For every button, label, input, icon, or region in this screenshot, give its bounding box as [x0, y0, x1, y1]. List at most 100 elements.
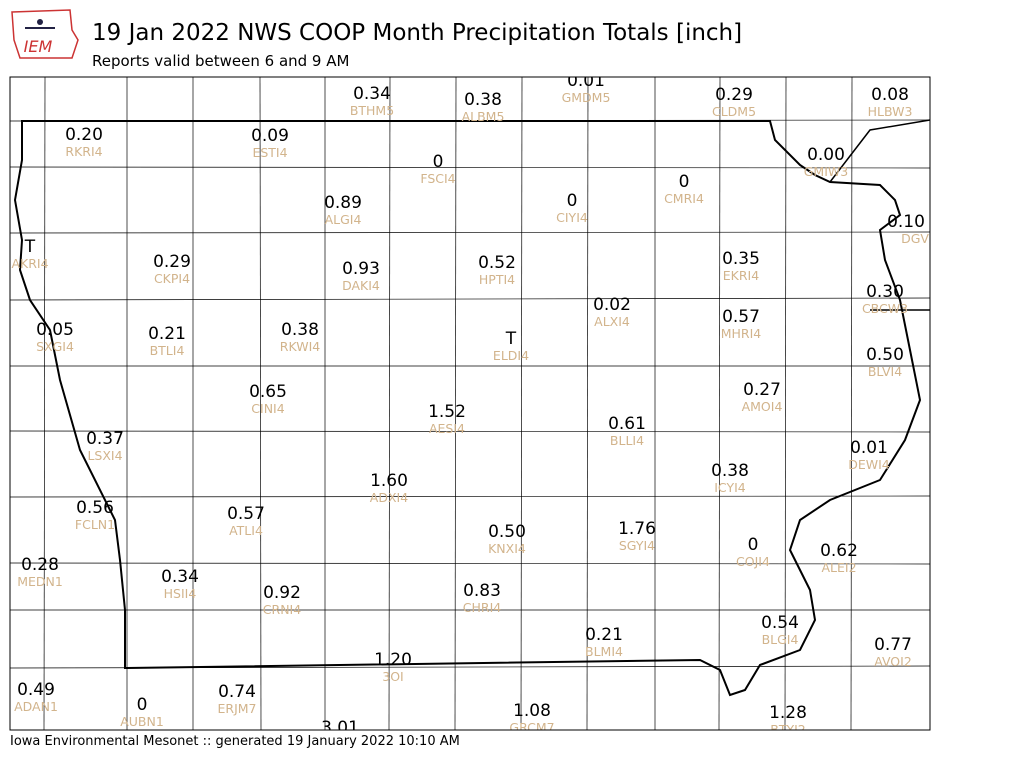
station-value: 0.74 — [218, 682, 256, 702]
station-value: 0.34 — [161, 567, 199, 587]
station-value: 0.57 — [722, 307, 760, 327]
station-value: 0.29 — [153, 252, 191, 272]
station-value: 0.56 — [76, 498, 114, 518]
station-value: 0.34 — [353, 84, 391, 104]
station-id: MHRI4 — [721, 326, 762, 341]
station-id: EKRI4 — [723, 268, 759, 283]
station-id: BLLI4 — [610, 433, 644, 448]
station-id: BLGI4 — [762, 632, 799, 647]
county-line — [718, 77, 721, 730]
station-id: BLMI4 — [585, 644, 623, 659]
station-value: 0.37 — [86, 429, 124, 449]
county-line — [388, 77, 391, 730]
station-value: 1.76 — [618, 519, 656, 539]
station-id: CHRI4 — [463, 600, 501, 615]
station-id: ALGI4 — [325, 212, 362, 227]
county-line — [10, 297, 930, 301]
station-id: LSXI4 — [87, 448, 122, 463]
county-line — [10, 430, 930, 433]
station-value: T — [24, 237, 36, 257]
station-value: 0 — [679, 172, 690, 192]
station-value: 0.27 — [743, 380, 781, 400]
county-line — [259, 77, 262, 730]
station-value: 1.20 — [374, 650, 412, 670]
station-value: 0.65 — [249, 382, 287, 402]
station-id: ATLI4 — [229, 523, 263, 538]
station-id: HPTI4 — [479, 272, 515, 287]
station-id: AVOI2 — [874, 654, 912, 669]
station-value: 0.09 — [251, 126, 289, 146]
station-value: 1.28 — [769, 703, 807, 723]
station-value: 0.30 — [866, 282, 904, 302]
station-value: T — [505, 329, 517, 349]
station-value: 0.21 — [148, 324, 186, 344]
station-id: DGV — [901, 231, 929, 246]
station-id: ELDI4 — [493, 348, 529, 363]
station-id: CKPI4 — [154, 271, 190, 286]
station-id: KNXI4 — [488, 541, 526, 556]
station-id: 3OI — [382, 669, 403, 684]
station-id: GMIW3 — [804, 164, 848, 179]
station-value: 0.21 — [585, 625, 623, 645]
title: 19 Jan 2022 NWS COOP Month Precipitation… — [92, 20, 742, 46]
station-id: DEWI4 — [848, 457, 890, 472]
station-id: CBCW3 — [862, 301, 908, 316]
county-line — [520, 77, 523, 730]
station-value: 0.10 — [887, 212, 925, 232]
station-value: 0.38 — [464, 90, 502, 110]
station-id: MEDN1 — [17, 574, 63, 589]
station-id: HLBW3 — [868, 104, 913, 119]
station-id: CINI4 — [251, 401, 284, 416]
station-value: 0.38 — [711, 461, 749, 481]
station-id: CIYI4 — [556, 210, 588, 225]
county-line — [10, 562, 930, 565]
station-value: 0 — [748, 535, 759, 555]
county-line — [454, 77, 457, 730]
station-value: 1.52 — [428, 402, 466, 422]
station-id: BTYI2 — [770, 722, 806, 737]
station-value: 0.05 — [36, 320, 74, 340]
station-id: ERJM7 — [217, 701, 256, 716]
station-value: 3.01 — [321, 718, 359, 738]
county-line — [850, 77, 853, 730]
station-id: AUBN1 — [120, 714, 164, 729]
station-value: 0.08 — [871, 85, 909, 105]
station-id: DAKI4 — [342, 278, 380, 293]
station-id: ALBM5 — [462, 109, 505, 124]
station-id: ESTI4 — [252, 145, 287, 160]
station-id: AESI4 — [429, 421, 465, 436]
station-value: 1.08 — [513, 701, 551, 721]
station-value: 0.01 — [850, 438, 888, 458]
station-value: 0.62 — [820, 541, 858, 561]
station-value: 0.35 — [722, 249, 760, 269]
station-value: 0.20 — [65, 125, 103, 145]
station-id: COJI4 — [736, 554, 770, 569]
station-id: HSII4 — [164, 586, 197, 601]
county-line — [586, 77, 589, 730]
station-id: FCLN1 — [75, 517, 115, 532]
station-value: 0.01 — [567, 71, 605, 91]
county-line — [10, 495, 930, 498]
logo: IEM — [11, 9, 79, 59]
footer: Iowa Environmental Mesonet :: generated … — [10, 734, 460, 749]
station-id: ADXI4 — [370, 490, 408, 505]
station-id: GRCM7 — [509, 720, 554, 735]
station-id: ICYI4 — [714, 480, 746, 495]
station-value: 0.38 — [281, 320, 319, 340]
station-id: CLDM5 — [712, 104, 756, 119]
station-id: ALXI4 — [594, 314, 630, 329]
station-value: 0.52 — [478, 253, 516, 273]
station-value: 0.89 — [324, 193, 362, 213]
station-value: 0 — [567, 191, 578, 211]
county-line — [43, 77, 46, 730]
station-id: CMRI4 — [664, 191, 704, 206]
station-value: 0.77 — [874, 635, 912, 655]
station-id: BTHM5 — [350, 103, 394, 118]
station-id: FSCI4 — [420, 171, 455, 186]
station-id: BLVI4 — [868, 364, 902, 379]
station-value: 0 — [137, 695, 148, 715]
station-value: 0.00 — [807, 145, 845, 165]
station-value: 0.29 — [715, 85, 753, 105]
station-id: ADAN1 — [14, 699, 58, 714]
